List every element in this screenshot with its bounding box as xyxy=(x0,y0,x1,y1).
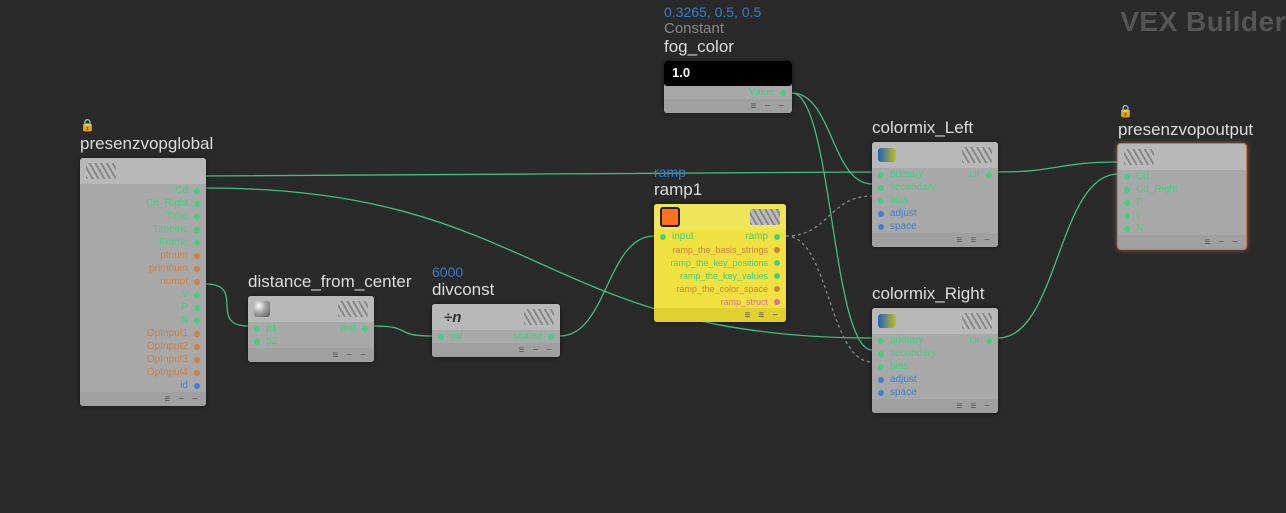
node-title: presenzvopoutput xyxy=(1118,120,1246,140)
port-row[interactable]: bias xyxy=(872,360,998,373)
port-row[interactable]: adjust xyxy=(872,207,998,220)
output-port[interactable]: P xyxy=(80,301,206,314)
output-port[interactable]: primnum xyxy=(80,262,206,275)
sphere-icon xyxy=(254,301,270,317)
node-title: colormix_Left xyxy=(872,118,998,138)
input-port[interactable]: P xyxy=(1118,196,1246,209)
wire[interactable] xyxy=(786,196,872,236)
builder-title: VEX Builder xyxy=(1120,6,1286,38)
port-row[interactable]: p2 xyxy=(248,335,374,348)
output-port[interactable]: Time xyxy=(80,210,206,223)
port-row[interactable]: ramp_the_key_values xyxy=(654,269,786,282)
wire[interactable] xyxy=(998,174,1118,338)
input-port[interactable]: Cd_Right xyxy=(1118,183,1246,196)
wire[interactable] xyxy=(374,326,432,336)
output-port[interactable]: Cd xyxy=(80,184,206,197)
output-port[interactable]: OpInput1 xyxy=(80,327,206,340)
port-row[interactable]: ramp_the_basis_strings xyxy=(654,243,786,256)
node-colormix-right[interactable]: colormix_Right primaryclrsecondarybiasadj… xyxy=(872,284,998,413)
node-value: 0.3265, 0.5, 0.5 xyxy=(664,4,792,20)
output-port[interactable]: Cd_Right xyxy=(80,197,206,210)
port-row[interactable]: p1dist xyxy=(248,322,374,335)
hatch-icon xyxy=(1124,149,1154,165)
node-presenzvopglobal[interactable]: 🔒 presenzvopglobal CdCd_RightTimeTimeIncF… xyxy=(80,118,206,406)
ramp-icon xyxy=(660,207,680,227)
node-ramp[interactable]: ramp ramp1 inputrampramp_the_basis_strin… xyxy=(654,164,786,322)
input-port[interactable]: Cd xyxy=(1118,170,1246,183)
node-divconst[interactable]: 6000 divconst ÷nvalscaled≡−− xyxy=(432,264,560,357)
wire[interactable] xyxy=(206,284,248,326)
node-type: Constant xyxy=(664,20,792,37)
port-row[interactable]: Value xyxy=(664,86,792,99)
output-port[interactable]: N xyxy=(80,314,206,327)
hatch-icon xyxy=(962,147,992,163)
gradient-icon xyxy=(878,314,896,328)
port-row[interactable]: valscaled xyxy=(432,330,560,343)
output-port[interactable]: v xyxy=(80,288,206,301)
port-row[interactable]: ramp_struct xyxy=(654,295,786,308)
wire[interactable] xyxy=(998,162,1118,172)
output-port[interactable]: Frame xyxy=(80,236,206,249)
node-title: fog_color xyxy=(664,37,792,57)
node-distance-from-center[interactable]: distance_from_centerp1distp2≡−− xyxy=(248,272,374,362)
wire[interactable] xyxy=(792,93,872,184)
port-row[interactable]: primaryclr xyxy=(872,334,998,347)
port-row[interactable]: adjust xyxy=(872,373,998,386)
node-title: distance_from_center xyxy=(248,272,374,292)
node-canvas[interactable]: VEX Builder 🔒 presenzvopglobalCdCd_Right… xyxy=(0,0,1286,513)
port-row[interactable]: ramp_the_key_positions xyxy=(654,256,786,269)
hatch-icon xyxy=(962,313,992,329)
node-value: ramp xyxy=(654,164,786,180)
node-value: 6000 xyxy=(432,264,560,280)
output-port[interactable]: numpt xyxy=(80,275,206,288)
node-title: colormix_Right xyxy=(872,284,998,304)
output-port[interactable]: OpInput2 xyxy=(80,340,206,353)
hatch-icon xyxy=(524,309,554,325)
node-colormix-left[interactable]: colormix_Left primaryclrsecondarybiasadju… xyxy=(872,118,998,247)
node-title: ramp1 xyxy=(654,180,786,200)
expr-icon: ÷n xyxy=(438,307,467,328)
hatch-icon xyxy=(750,209,780,225)
port-row[interactable]: secondary xyxy=(872,181,998,194)
output-port[interactable]: OpInput4 xyxy=(80,366,206,379)
node-title: presenzvopglobal xyxy=(80,134,206,154)
wire[interactable] xyxy=(792,93,872,350)
lock-icon: 🔒 xyxy=(1118,104,1246,118)
output-port[interactable]: id xyxy=(80,379,206,392)
value-display: 1.0 xyxy=(664,61,792,86)
lock-icon: 🔒 xyxy=(80,118,206,132)
wire[interactable] xyxy=(560,236,654,336)
output-port[interactable]: OpInput3 xyxy=(80,353,206,366)
port-row[interactable]: secondary xyxy=(872,347,998,360)
input-port[interactable]: N xyxy=(1118,222,1246,235)
port-row[interactable]: space xyxy=(872,386,998,399)
hatch-icon xyxy=(338,301,368,317)
output-port[interactable]: ptnum xyxy=(80,249,206,262)
port-row[interactable]: primaryclr xyxy=(872,168,998,181)
wire[interactable] xyxy=(786,236,872,362)
output-port[interactable]: TimeInc xyxy=(80,223,206,236)
hatch-icon xyxy=(86,163,116,179)
node-presenzvopoutput[interactable]: 🔒 presenzvopoutputCdCd_RightPvN≡−− xyxy=(1118,104,1246,249)
port-row[interactable]: ramp_the_color_space xyxy=(654,282,786,295)
node-constant[interactable]: 0.3265, 0.5, 0.5 Constant fog_color 1.0V… xyxy=(664,4,792,113)
port-row[interactable]: inputramp xyxy=(654,230,786,243)
port-row[interactable]: space xyxy=(872,220,998,233)
port-row[interactable]: bias xyxy=(872,194,998,207)
gradient-icon xyxy=(878,148,896,162)
node-title: divconst xyxy=(432,280,560,300)
input-port[interactable]: v xyxy=(1118,209,1246,222)
